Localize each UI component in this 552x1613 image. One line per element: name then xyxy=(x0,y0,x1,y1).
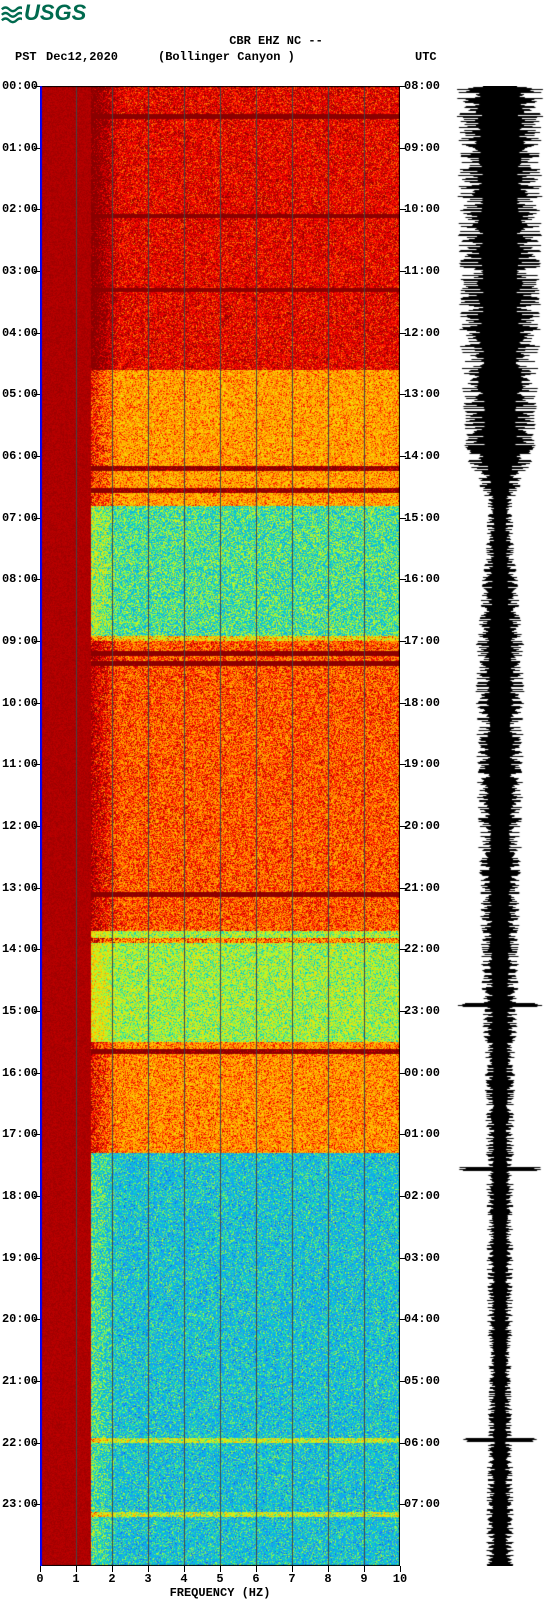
left-time-label: 23:00 xyxy=(0,1497,38,1511)
spectrogram-plot xyxy=(40,86,400,1566)
right-time-label: 01:00 xyxy=(404,1127,449,1141)
left-time-label: 02:00 xyxy=(0,202,38,216)
right-time-label: 18:00 xyxy=(404,696,449,710)
left-time-label: 08:00 xyxy=(0,572,38,586)
right-time-label: 04:00 xyxy=(404,1312,449,1326)
date-label: Dec12,2020 xyxy=(46,50,118,64)
left-time-label: 11:00 xyxy=(0,757,38,771)
left-time-label: 21:00 xyxy=(0,1374,38,1388)
left-time-label: 22:00 xyxy=(0,1436,38,1450)
right-time-label: 16:00 xyxy=(404,572,449,586)
right-tz-label: UTC xyxy=(415,50,437,64)
freq-tick-label: 6 xyxy=(252,1572,259,1586)
freq-tick-label: 0 xyxy=(36,1572,43,1586)
right-time-label: 23:00 xyxy=(404,1004,449,1018)
freq-tick-label: 3 xyxy=(144,1572,151,1586)
left-time-label: 16:00 xyxy=(0,1066,38,1080)
freq-tick-label: 5 xyxy=(216,1572,223,1586)
right-time-label: 07:00 xyxy=(404,1497,449,1511)
right-time-label: 20:00 xyxy=(404,819,449,833)
left-time-label: 09:00 xyxy=(0,634,38,648)
right-time-label: 02:00 xyxy=(404,1189,449,1203)
logo-text: USGS xyxy=(24,0,86,26)
right-time-label: 09:00 xyxy=(404,141,449,155)
right-time-label: 19:00 xyxy=(404,757,449,771)
left-time-label: 07:00 xyxy=(0,511,38,525)
usgs-logo: USGS xyxy=(0,0,86,26)
wave-icon xyxy=(0,2,22,24)
left-time-label: 17:00 xyxy=(0,1127,38,1141)
frequency-axis-label: FREQUENCY (HZ) xyxy=(40,1586,400,1600)
right-time-label: 10:00 xyxy=(404,202,449,216)
right-time-label: 22:00 xyxy=(404,942,449,956)
left-time-label: 19:00 xyxy=(0,1251,38,1265)
freq-tick-label: 2 xyxy=(108,1572,115,1586)
right-time-label: 13:00 xyxy=(404,387,449,401)
left-time-label: 13:00 xyxy=(0,881,38,895)
right-time-label: 12:00 xyxy=(404,326,449,340)
right-time-label: 06:00 xyxy=(404,1436,449,1450)
freq-tick-label: 7 xyxy=(288,1572,295,1586)
right-time-label: 14:00 xyxy=(404,449,449,463)
left-time-label: 15:00 xyxy=(0,1004,38,1018)
freq-tick-label: 1 xyxy=(72,1572,79,1586)
right-time-label: 03:00 xyxy=(404,1251,449,1265)
station-title: CBR EHZ NC -- xyxy=(0,34,552,48)
right-time-label: 17:00 xyxy=(404,634,449,648)
right-time-label: 11:00 xyxy=(404,264,449,278)
freq-tick-label: 10 xyxy=(393,1572,407,1586)
left-time-label: 12:00 xyxy=(0,819,38,833)
left-time-label: 05:00 xyxy=(0,387,38,401)
freq-tick-label: 9 xyxy=(360,1572,367,1586)
left-time-label: 06:00 xyxy=(0,449,38,463)
left-tz-label: PST xyxy=(15,50,37,64)
left-time-label: 00:00 xyxy=(0,79,38,93)
left-time-label: 03:00 xyxy=(0,264,38,278)
right-time-label: 00:00 xyxy=(404,1066,449,1080)
location-label: (Bollinger Canyon ) xyxy=(158,50,295,64)
freq-tick-label: 8 xyxy=(324,1572,331,1586)
left-time-label: 01:00 xyxy=(0,141,38,155)
left-time-label: 14:00 xyxy=(0,942,38,956)
right-time-label: 05:00 xyxy=(404,1374,449,1388)
left-time-label: 10:00 xyxy=(0,696,38,710)
amplitude-waveform xyxy=(455,86,545,1566)
right-time-label: 08:00 xyxy=(404,79,449,93)
left-time-label: 20:00 xyxy=(0,1312,38,1326)
left-time-label: 04:00 xyxy=(0,326,38,340)
frequency-axis: 012345678910 FREQUENCY (HZ) xyxy=(40,1566,400,1586)
right-time-label: 21:00 xyxy=(404,881,449,895)
freq-tick-label: 4 xyxy=(180,1572,187,1586)
right-time-label: 15:00 xyxy=(404,511,449,525)
left-time-label: 18:00 xyxy=(0,1189,38,1203)
